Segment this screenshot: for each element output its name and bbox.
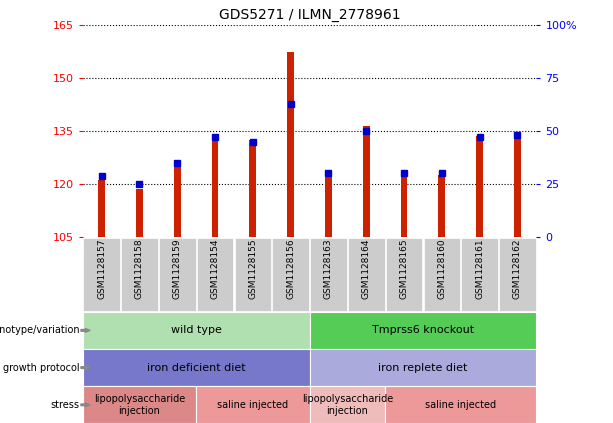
Text: lipopolysaccharide
injection: lipopolysaccharide injection [302, 394, 393, 416]
Title: GDS5271 / ILMN_2778961: GDS5271 / ILMN_2778961 [219, 8, 400, 22]
Bar [363, 126, 370, 237]
Text: saline injected: saline injected [217, 400, 289, 410]
Bar [249, 140, 256, 237]
Text: wild type: wild type [171, 325, 221, 335]
Bar [514, 135, 521, 237]
Text: lipopolysaccharide
injection: lipopolysaccharide injection [94, 394, 185, 416]
Bar [211, 136, 218, 237]
Bar [325, 177, 332, 237]
Bar [287, 52, 294, 237]
Text: iron deficient diet: iron deficient diet [147, 363, 245, 373]
Text: genotype/variation: genotype/variation [0, 325, 80, 335]
Bar [476, 136, 483, 237]
Text: stress: stress [51, 400, 80, 410]
Text: saline injected: saline injected [425, 400, 497, 410]
Text: Tmprss6 knockout: Tmprss6 knockout [372, 325, 474, 335]
Bar [136, 190, 143, 237]
Bar [401, 175, 408, 237]
Text: growth protocol: growth protocol [3, 363, 80, 373]
Bar [438, 175, 445, 237]
Bar [174, 166, 181, 237]
Bar [98, 181, 105, 237]
Text: iron replete diet: iron replete diet [378, 363, 468, 373]
